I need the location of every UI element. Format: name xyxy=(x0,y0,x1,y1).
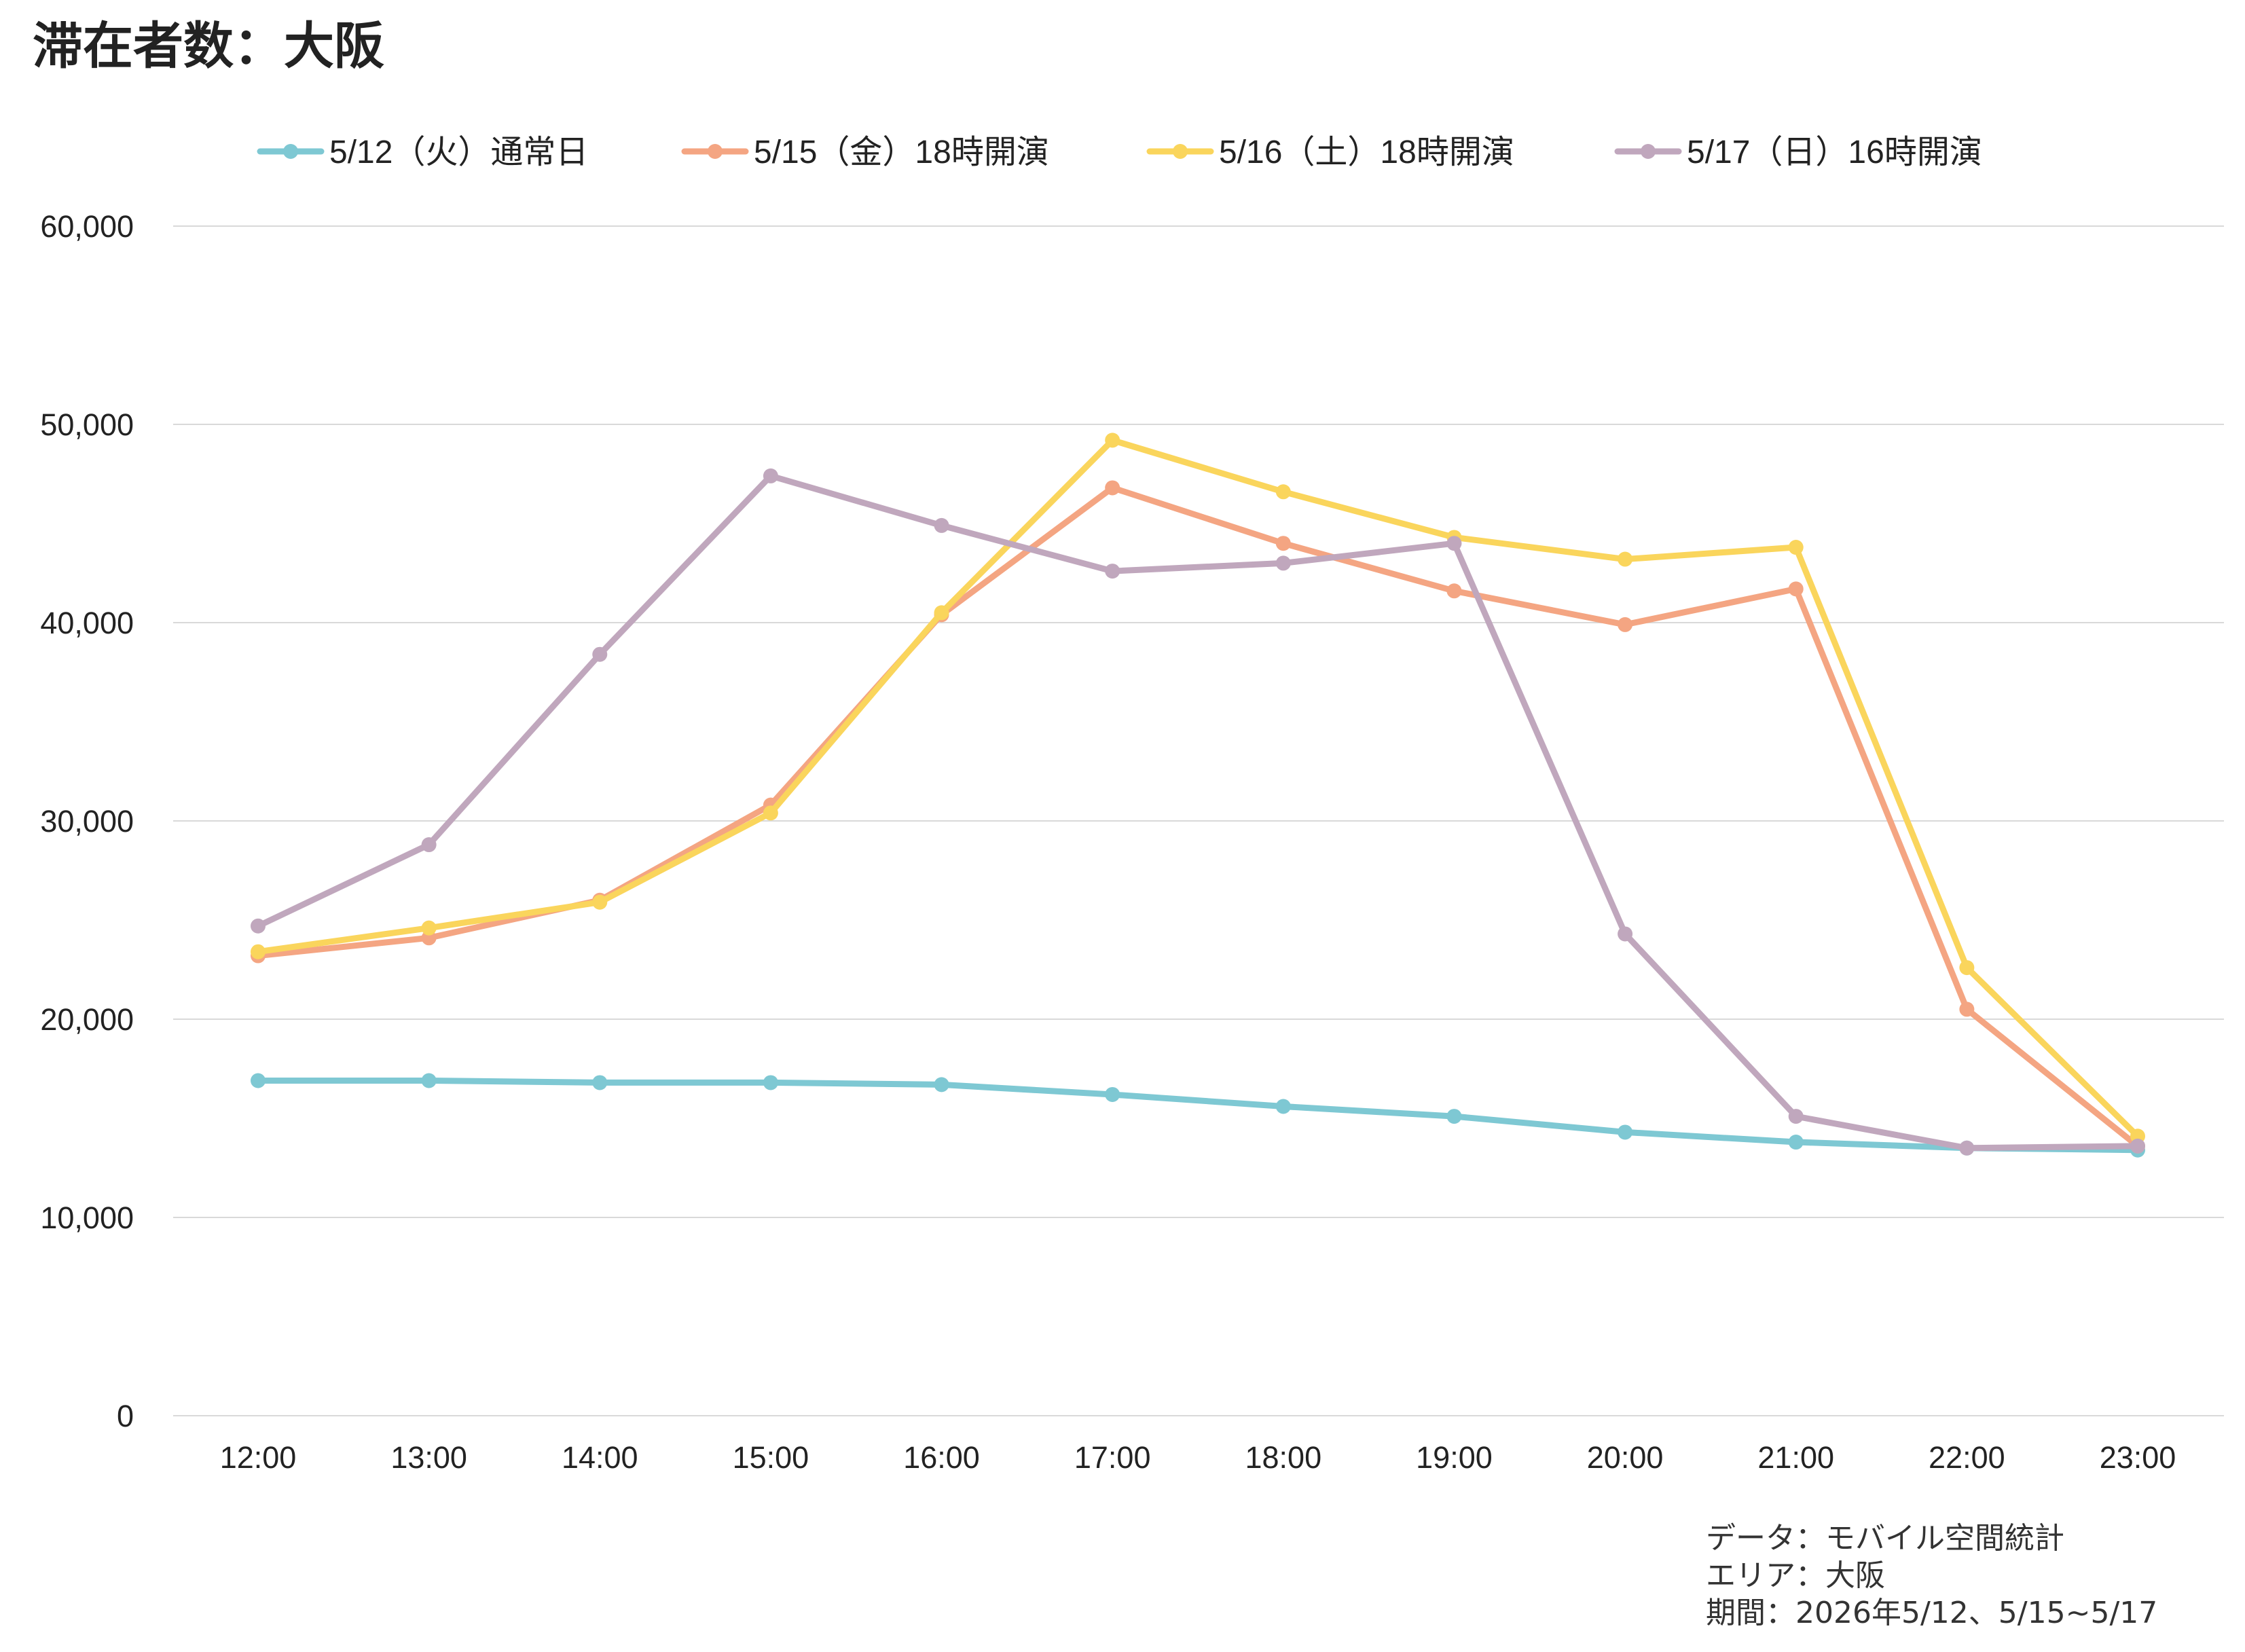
data-point xyxy=(251,944,266,959)
source-note-area: エリア：大阪 xyxy=(1706,1558,1885,1593)
data-point xyxy=(1959,1002,1975,1017)
data-point xyxy=(2130,1138,2145,1154)
y-axis-tick-labels: 0 10,000 20,000 30,000 40,000 50,000 60,000 xyxy=(40,209,134,1433)
data-point xyxy=(934,605,949,621)
data-point xyxy=(934,1077,949,1093)
x-tick-label: 20:00 xyxy=(1587,1440,1664,1475)
x-tick-label: 19:00 xyxy=(1416,1440,1493,1475)
series-line xyxy=(255,437,2141,1139)
legend-item: 5/12（火）通常日 xyxy=(257,134,588,170)
data-point xyxy=(1105,564,1120,579)
x-tick-label: 14:00 xyxy=(562,1440,638,1475)
data-point xyxy=(1788,581,1804,597)
source-note-period: 期間：2026年5/12、5/15~5/17 xyxy=(1706,1596,2158,1630)
legend-swatch-marker xyxy=(1641,144,1656,159)
y-tick-label: 60,000 xyxy=(40,209,134,244)
series-1 xyxy=(251,1073,2145,1158)
grid-layer xyxy=(173,225,2224,1416)
series-4 xyxy=(251,468,2145,1156)
x-tick-label: 13:00 xyxy=(390,1440,467,1475)
x-tick-label: 23:00 xyxy=(2100,1440,2176,1475)
series-layer xyxy=(251,433,2145,1158)
data-point xyxy=(1275,536,1291,551)
series-line xyxy=(255,1078,2141,1154)
legend-item: 5/16（土）18時開演 xyxy=(1146,134,1514,170)
x-axis-tick-labels: 12:00 13:00 14:00 15:00 16:00 17:00 18:00 19:00… xyxy=(220,1440,2176,1475)
data-point xyxy=(1788,540,1804,555)
x-tick-label: 21:00 xyxy=(1757,1440,1834,1475)
data-point xyxy=(1618,551,1633,567)
series-line xyxy=(255,473,2141,1152)
data-point xyxy=(763,468,778,483)
legend-label: 5/17（日）16時開演 xyxy=(1687,134,1982,170)
y-tick-label: 30,000 xyxy=(40,804,134,839)
data-point xyxy=(1959,960,1975,976)
source-note: データ：モバイル空間統計 エリア：大阪 期間：2026年5/12、5/15~5/… xyxy=(1706,1520,2157,1632)
x-tick-label: 16:00 xyxy=(903,1440,980,1475)
x-tick-label: 15:00 xyxy=(733,1440,809,1475)
y-tick-label: 40,000 xyxy=(40,606,134,640)
data-point xyxy=(1446,536,1462,551)
data-point xyxy=(934,517,949,533)
x-tick-label: 18:00 xyxy=(1245,1440,1322,1475)
y-tick-label: 50,000 xyxy=(40,407,134,442)
data-point xyxy=(1788,1109,1804,1124)
data-point xyxy=(421,837,437,853)
data-point xyxy=(763,805,778,821)
legend-label: 5/16（土）18時開演 xyxy=(1219,134,1514,170)
data-point xyxy=(1618,617,1633,632)
data-point xyxy=(592,1075,608,1090)
data-point xyxy=(1275,555,1291,571)
series-3 xyxy=(251,433,2145,1144)
data-point xyxy=(1105,1086,1120,1102)
data-point xyxy=(1105,480,1120,496)
y-tick-label: 20,000 xyxy=(40,1002,134,1037)
data-point xyxy=(1275,1099,1291,1114)
series-line xyxy=(255,484,2141,1150)
legend-swatch-marker xyxy=(1173,144,1188,159)
x-tick-label: 17:00 xyxy=(1074,1440,1151,1475)
data-point xyxy=(251,1073,266,1088)
data-point xyxy=(592,894,608,910)
legend-label: 5/12（火）通常日 xyxy=(329,134,588,170)
legend-label: 5/15（金）18時開演 xyxy=(754,134,1049,170)
legend-item: 5/17（日）16時開演 xyxy=(1614,134,1982,170)
data-point xyxy=(251,918,266,934)
data-point xyxy=(421,920,437,936)
legend-swatch-marker xyxy=(708,144,723,159)
data-point xyxy=(1618,926,1633,942)
legend-swatch-marker xyxy=(283,144,298,159)
x-tick-label: 22:00 xyxy=(1929,1440,2005,1475)
source-note-data: データ：モバイル空間統計 xyxy=(1706,1521,2064,1556)
chart-title: 滞在者数：大阪 xyxy=(33,17,384,75)
y-tick-label: 0 xyxy=(117,1399,134,1433)
legend-item: 5/15（金）18時開演 xyxy=(681,134,1049,170)
y-tick-label: 10,000 xyxy=(40,1200,134,1235)
series-2 xyxy=(251,480,2145,1154)
data-point xyxy=(1446,1109,1462,1124)
data-point xyxy=(592,646,608,662)
data-point xyxy=(1618,1124,1633,1140)
data-point xyxy=(763,1075,778,1090)
data-point xyxy=(1275,484,1291,500)
data-point xyxy=(1959,1140,1975,1156)
data-point xyxy=(1788,1135,1804,1150)
data-point xyxy=(1105,433,1120,448)
data-point xyxy=(421,1073,437,1088)
legend: 5/12（火）通常日 5/15（金）18時開演 5/16（土）18時開演 5/17（日… xyxy=(257,134,1982,170)
data-point xyxy=(1446,583,1462,599)
x-tick-label: 12:00 xyxy=(220,1440,297,1475)
